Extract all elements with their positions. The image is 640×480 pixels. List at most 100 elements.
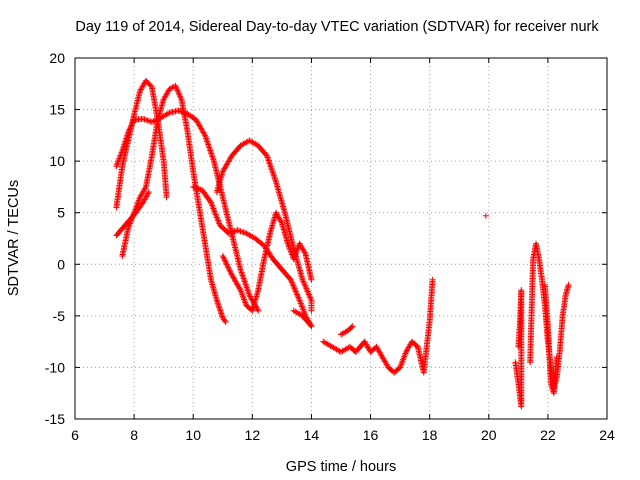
data-point [144,117,151,124]
data-point [553,354,560,361]
data-point [230,228,237,235]
data-point [145,189,152,196]
data-point [127,125,134,132]
chart-title: Day 119 of 2014, Sidereal Day-to-day VTE… [75,19,599,35]
y-tick-label: 20 [49,50,65,66]
y-tick-label: -10 [45,359,65,375]
data-point [141,116,148,123]
data-point [303,285,310,292]
data-point [238,267,245,274]
data-point [175,107,182,114]
data-point [207,147,214,154]
data-point [227,229,234,236]
data-point [139,115,146,122]
data-point [238,228,245,235]
data-point [240,274,247,281]
data-point [222,319,229,326]
y-axis-label: SDTVAR / TECUs [6,180,22,296]
data-point [196,185,203,192]
plot-frame [74,57,608,420]
data-point [267,162,274,169]
data-point [288,278,295,285]
data-point [225,230,232,237]
data-points [113,77,572,410]
y-tick-label: 5 [57,205,65,221]
data-point [204,138,211,145]
data-point [305,290,312,297]
data-point [287,276,294,283]
data-point [203,136,210,143]
data-point [175,88,182,95]
data-point [290,284,297,291]
data-point [266,159,273,166]
data-point [271,175,278,182]
x-tick-label: 24 [599,427,615,443]
data-point [295,294,302,301]
data-point [237,228,244,235]
data-point [142,185,149,192]
data-point [265,157,272,164]
data-point [482,212,489,219]
data-point [243,283,250,290]
data-point [223,260,230,267]
data-point [565,281,572,288]
data-point [145,190,152,197]
data-point [173,85,180,92]
data-point [127,123,134,130]
data-point [300,279,307,286]
data-point [292,288,299,295]
data-point [125,127,132,134]
data-point [219,253,226,260]
data-point [290,282,297,289]
data-point [147,82,154,89]
data-point [129,119,136,126]
data-point [269,169,276,176]
data-point [242,280,249,287]
data-point [241,278,248,285]
data-point [295,295,302,302]
data-point [209,155,216,162]
data-point [289,279,296,286]
y-tick-label: -15 [45,411,65,427]
data-point [220,254,227,261]
x-tick-label: 14 [304,427,320,443]
data-point [268,165,275,172]
data-point [236,227,243,234]
data-point [126,126,133,133]
data-point [302,282,309,289]
data-point [176,108,183,115]
data-point [308,323,315,330]
x-tick-label: 16 [363,427,379,443]
data-point [227,268,234,275]
data-point [175,90,182,97]
data-point [177,93,184,100]
y-tick-label: 10 [49,153,65,169]
data-point [240,229,247,236]
data-point [294,291,301,298]
x-tick-label: 20 [481,427,497,443]
x-tick-label: 10 [185,427,201,443]
data-point [129,121,136,128]
data-point [278,218,285,225]
data-point [305,291,312,298]
data-point [255,307,262,314]
x-tick-label: 18 [422,427,438,443]
data-point [207,149,214,156]
data-point [294,292,301,299]
x-tick-label: 6 [71,427,79,443]
y-tick-label: -5 [53,308,66,324]
data-point [241,277,248,284]
data-point [231,228,238,235]
data-point [125,129,132,136]
data-point [208,152,215,159]
data-point [269,168,276,175]
data-point [239,272,246,279]
data-point [224,263,231,270]
data-point [228,229,235,236]
data-point [307,295,314,302]
data-point [306,292,313,299]
data-point [272,177,279,184]
data-point [172,82,179,89]
data-point [204,139,211,146]
data-point [349,323,356,330]
